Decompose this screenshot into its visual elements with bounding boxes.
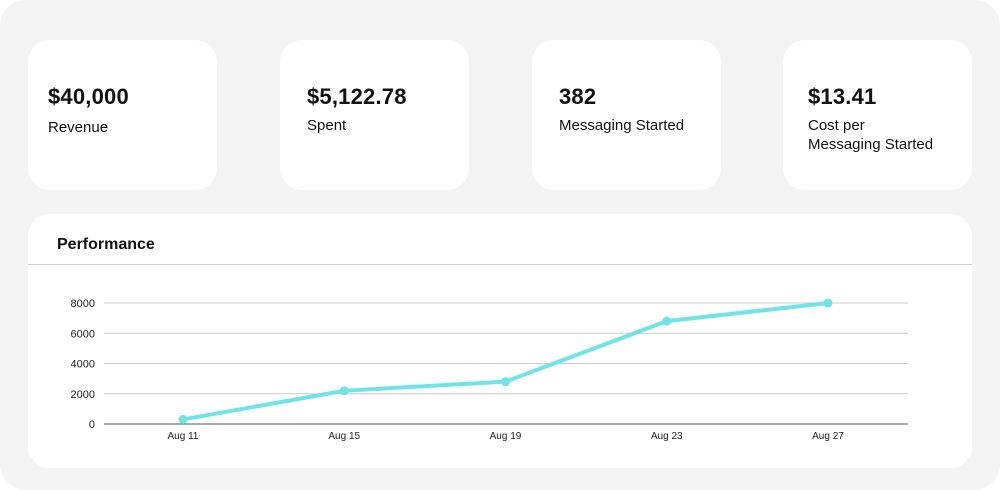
metric-label: Spent	[307, 117, 347, 134]
data-point[interactable]	[823, 298, 833, 308]
metric-label: Cost per Messaging Started	[808, 117, 934, 153]
performance-chart: 0 2000 4000 6000 8000 Aug 11 Aug 15 Aug 19 Aug 2…	[71, 298, 908, 442]
x-tick-label: Aug 23	[651, 431, 683, 442]
metric-card-cost-per-messaging: $13.41 Cost per Messaging Started	[783, 40, 972, 190]
metric-card-messaging-started: 382 Messaging Started	[532, 40, 721, 190]
y-tick-label: 8000	[71, 298, 95, 310]
x-tick-label: Aug 19	[490, 431, 522, 442]
data-point[interactable]	[339, 386, 349, 396]
y-tick-label: 4000	[71, 359, 95, 371]
performance-panel: Performance 0 2000 4000 6000 8000 Aug 11 Aug 1…	[28, 214, 972, 468]
y-tick-label: 0	[89, 419, 95, 431]
data-point[interactable]	[178, 414, 188, 424]
metric-label: Messaging Started	[559, 117, 685, 134]
metric-label: Revenue	[48, 119, 109, 136]
metric-value: $40,000	[48, 84, 129, 109]
y-tick-label: 6000	[71, 328, 95, 340]
metric-value: $5,122.78	[307, 84, 407, 109]
panel-divider	[28, 264, 972, 265]
data-point[interactable]	[501, 377, 510, 387]
panel-title: Performance	[57, 236, 155, 253]
y-tick-label: 2000	[71, 389, 95, 401]
x-tick-label: Aug 27	[812, 431, 844, 442]
metric-card-spent: $5,122.78 Spent	[280, 40, 469, 190]
metric-value: 382	[559, 84, 597, 109]
metric-value: $13.41	[808, 84, 877, 109]
x-tick-label: Aug 15	[328, 431, 360, 442]
series-line	[181, 301, 830, 422]
metric-card-revenue: $40,000 Revenue	[28, 40, 217, 190]
x-tick-label: Aug 11	[168, 431, 199, 442]
data-point[interactable]	[662, 316, 672, 326]
